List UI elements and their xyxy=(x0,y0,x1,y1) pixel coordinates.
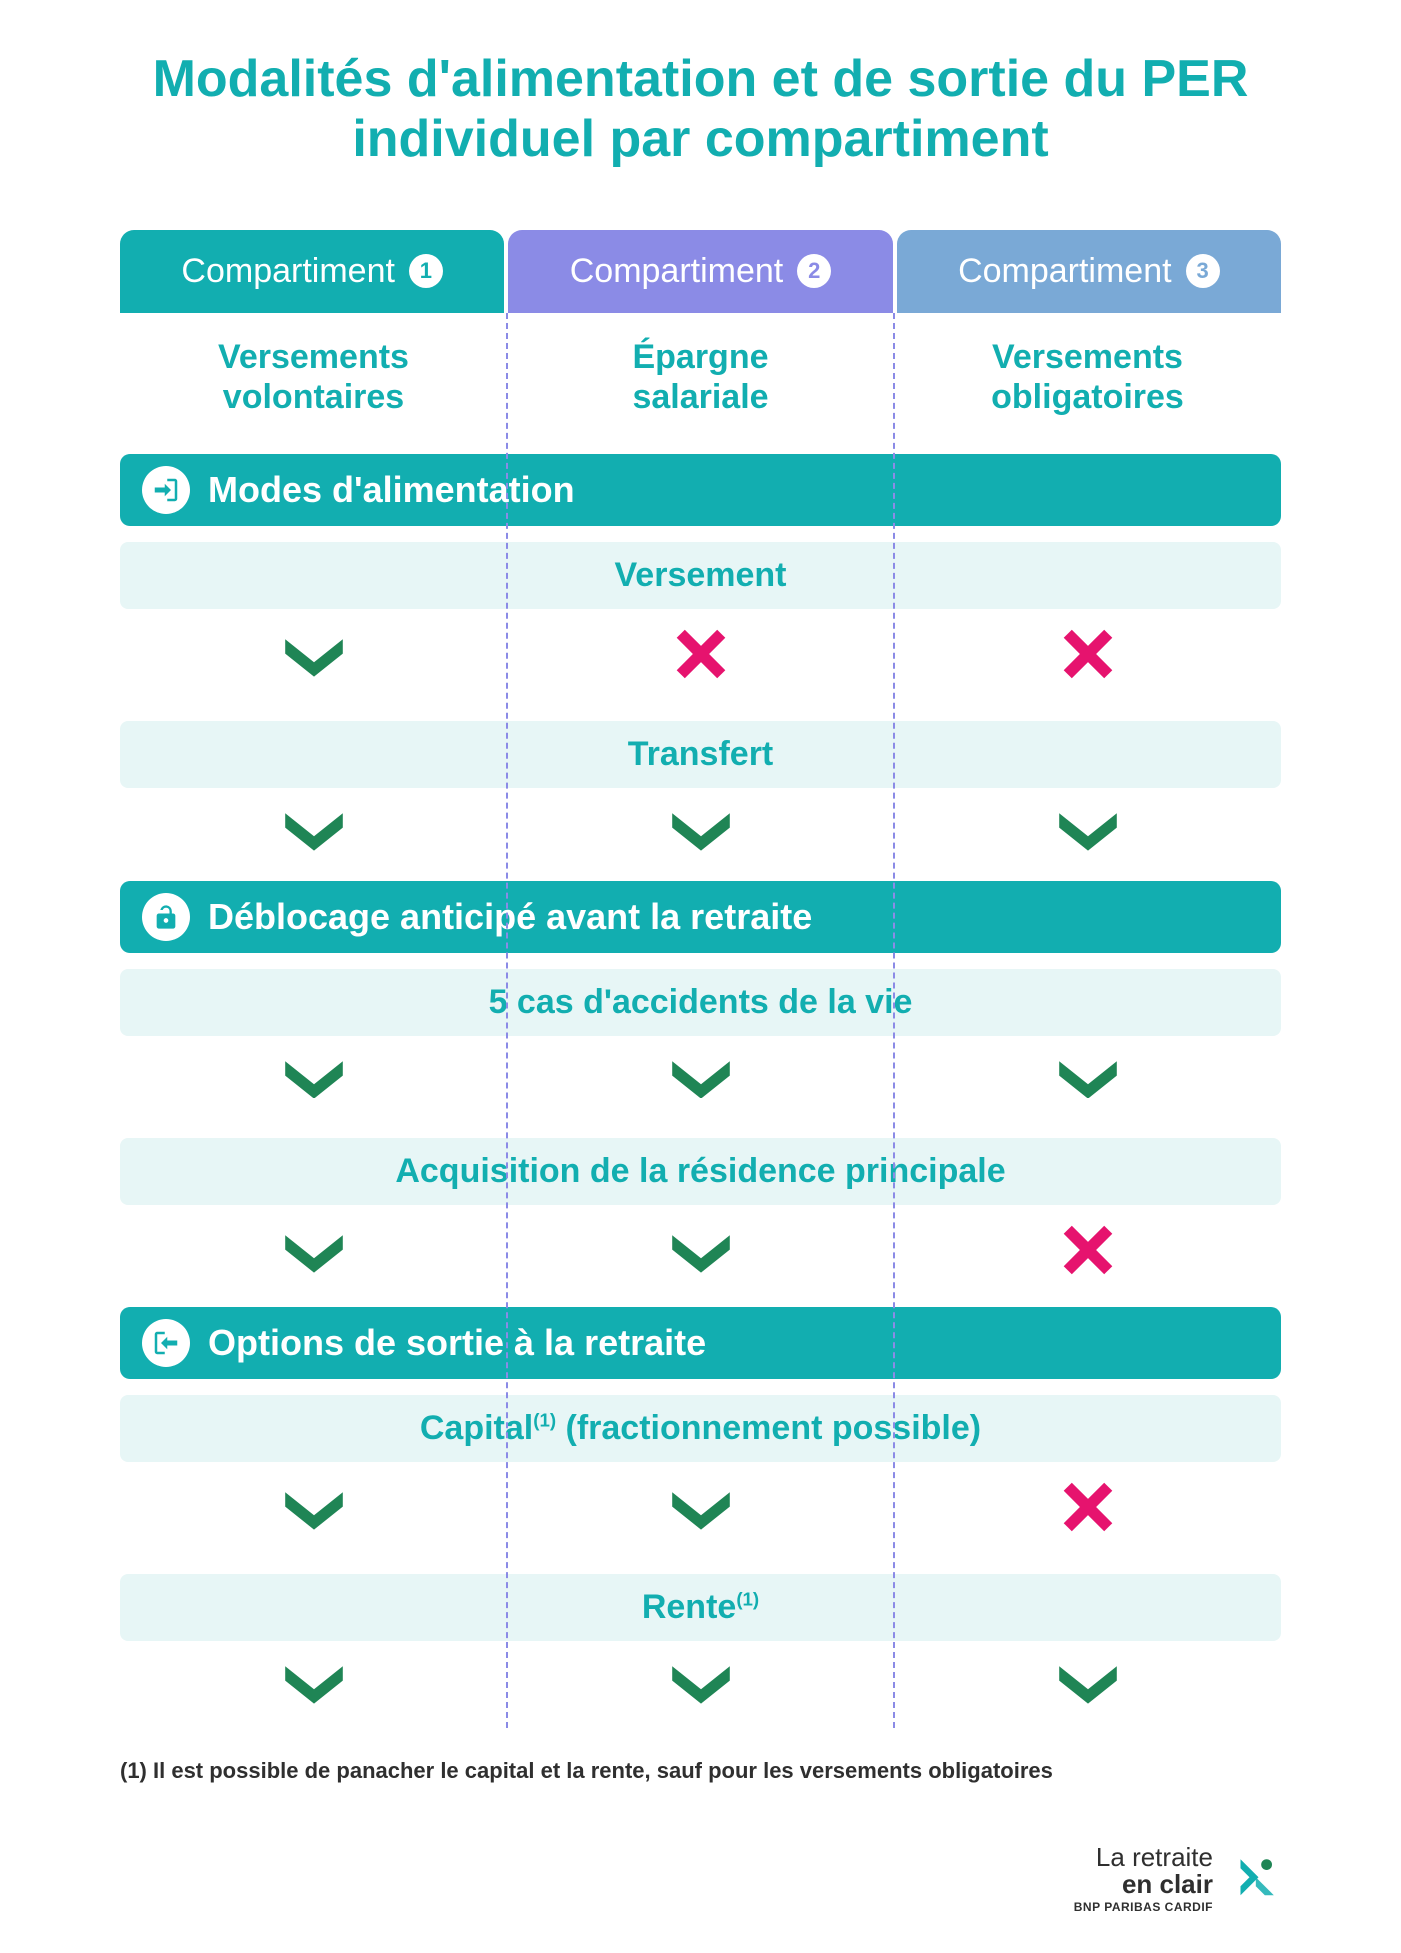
mark-2-1-0 xyxy=(120,1659,507,1704)
check-icon xyxy=(665,1659,737,1704)
mark-2-1-1 xyxy=(507,1659,894,1704)
check-icon xyxy=(278,1659,350,1704)
footnote: (1) Il est possible de panacher le capit… xyxy=(120,1758,1281,1784)
mark-1-1-1 xyxy=(507,1223,894,1277)
section-icon-0 xyxy=(142,466,190,514)
section-title-2: Options de sortie à la retraite xyxy=(208,1322,706,1364)
unlock-icon xyxy=(152,903,180,931)
check-icon xyxy=(278,1228,350,1273)
subheader-row: VersementsvolontairesÉpargnesalarialeVer… xyxy=(120,313,1281,449)
check-icon xyxy=(1052,1054,1124,1099)
mark-row-0-1 xyxy=(120,788,1281,875)
mark-1-0-2 xyxy=(894,1054,1281,1099)
mark-2-1-2 xyxy=(894,1659,1281,1704)
compartment-badge-1: 1 xyxy=(409,254,443,288)
comparison-table: Compartiment 1 Compartiment 2 Compartime… xyxy=(120,230,1281,1728)
mark-2-0-0 xyxy=(120,1480,507,1534)
section-title-1: Déblocage anticipé avant la retraite xyxy=(208,896,812,938)
brand-line3: BNP PARIBAS CARDIF xyxy=(1074,1901,1213,1914)
mark-row-2-0 xyxy=(120,1462,1281,1558)
subheader-3: Versementsobligatoires xyxy=(894,313,1281,449)
cross-icon xyxy=(1061,1223,1115,1277)
footer-brand: La retraite en clair BNP PARIBAS CARDIF xyxy=(120,1844,1281,1913)
header-compartment-3: Compartiment 3 xyxy=(897,230,1281,313)
check-icon xyxy=(665,1228,737,1273)
section-bar-0: Modes d'alimentation xyxy=(120,454,1281,526)
check-icon xyxy=(278,806,350,851)
check-icon xyxy=(278,1485,350,1530)
mark-row-2-1 xyxy=(120,1641,1281,1728)
mark-0-0-0 xyxy=(120,627,507,681)
header-label: Compartiment xyxy=(181,252,395,291)
section-bar-2: Options de sortie à la retraite xyxy=(120,1307,1281,1379)
criterion-label-2-1: Rente(1) xyxy=(120,1574,1281,1641)
brand-line2: en clair xyxy=(1074,1871,1213,1898)
column-divider-1 xyxy=(506,313,508,1728)
column-divider-2 xyxy=(893,313,895,1728)
criterion-label-1-0: 5 cas d'accidents de la vie xyxy=(120,969,1281,1036)
page-title: Modalités d'alimentation et de sortie du… xyxy=(120,50,1281,170)
mark-0-1-0 xyxy=(120,806,507,851)
check-icon xyxy=(278,632,350,677)
brand-line1: La retraite xyxy=(1074,1844,1213,1871)
section-title-0: Modes d'alimentation xyxy=(208,469,575,511)
mark-row-1-1 xyxy=(120,1205,1281,1301)
login-icon xyxy=(151,475,181,505)
header-label: Compartiment xyxy=(958,252,1172,291)
cross-icon xyxy=(1061,1480,1115,1534)
cross-icon xyxy=(674,627,728,681)
mark-1-0-0 xyxy=(120,1054,507,1099)
check-icon xyxy=(1052,1659,1124,1704)
header-row: Compartiment 1 Compartiment 2 Compartime… xyxy=(120,230,1281,313)
check-icon xyxy=(665,1054,737,1099)
compartment-badge-3: 3 xyxy=(1186,254,1220,288)
brand-logo-icon xyxy=(1227,1852,1281,1906)
mark-1-0-1 xyxy=(507,1054,894,1099)
header-label: Compartiment xyxy=(570,252,784,291)
compartment-badge-2: 2 xyxy=(797,254,831,288)
subheader-2: Épargnesalariale xyxy=(507,313,894,449)
check-icon xyxy=(665,806,737,851)
mark-2-0-2 xyxy=(894,1480,1281,1534)
mark-1-1-2 xyxy=(894,1223,1281,1277)
criterion-label-0-0: Versement xyxy=(120,542,1281,609)
mark-0-0-1 xyxy=(507,627,894,681)
cross-icon xyxy=(1061,627,1115,681)
header-compartment-2: Compartiment 2 xyxy=(508,230,892,313)
subheader-1: Versementsvolontaires xyxy=(120,313,507,449)
mark-0-0-2 xyxy=(894,627,1281,681)
mark-row-1-0 xyxy=(120,1036,1281,1123)
mark-0-1-2 xyxy=(894,806,1281,851)
header-compartment-1: Compartiment 1 xyxy=(120,230,504,313)
check-icon xyxy=(278,1054,350,1099)
mark-0-1-1 xyxy=(507,806,894,851)
mark-row-0-0 xyxy=(120,609,1281,705)
section-icon-1 xyxy=(142,893,190,941)
logout-icon xyxy=(151,1328,181,1358)
criterion-label-1-1: Acquisition de la résidence principale xyxy=(120,1138,1281,1205)
section-bar-1: Déblocage anticipé avant la retraite xyxy=(120,881,1281,953)
criterion-label-0-1: Transfert xyxy=(120,721,1281,788)
mark-2-0-1 xyxy=(507,1480,894,1534)
section-icon-2 xyxy=(142,1319,190,1367)
mark-1-1-0 xyxy=(120,1223,507,1277)
criterion-label-2-0: Capital(1) (fractionnement possible) xyxy=(120,1395,1281,1462)
check-icon xyxy=(665,1485,737,1530)
check-icon xyxy=(1052,806,1124,851)
